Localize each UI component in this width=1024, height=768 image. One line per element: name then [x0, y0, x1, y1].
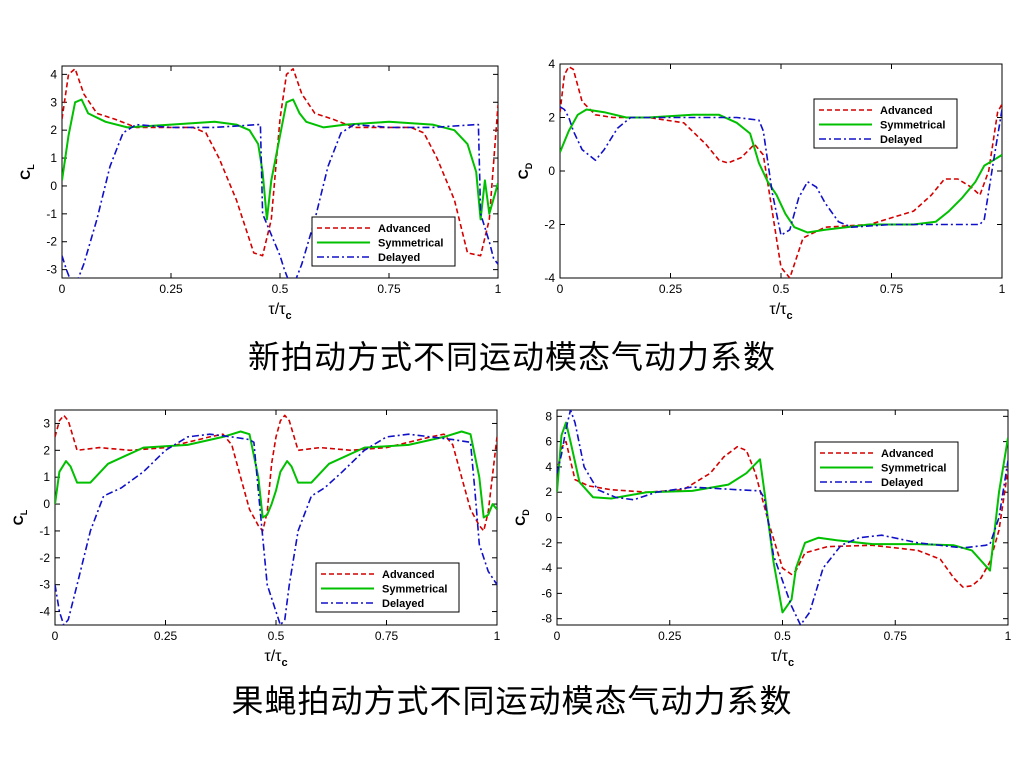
- x-tick-label: 0: [554, 629, 561, 643]
- x-tick-label: 0.75: [375, 629, 399, 643]
- x-tick-label: 0.5: [774, 629, 791, 643]
- x-axis-label: τ/τc: [268, 301, 291, 322]
- legend-label: Delayed: [880, 134, 922, 146]
- series-line-symmetrical: [557, 421, 1008, 614]
- y-tick-label: 3: [50, 95, 57, 109]
- x-tick-label: 0.25: [159, 282, 183, 296]
- y-tick-label: 0: [548, 164, 555, 178]
- y-tick-label: 1: [43, 470, 50, 484]
- x-tick-label: 0.25: [658, 629, 682, 643]
- y-tick-label: -4: [541, 561, 552, 575]
- legend: Advanced Symmetrical Delayed: [814, 441, 959, 492]
- x-tick-label: 0.75: [880, 282, 904, 296]
- x-axis-label: τ/τc: [771, 648, 794, 669]
- x-tick-label: 0: [557, 282, 564, 296]
- legend: Advanced Symmetrical Delayed: [813, 98, 958, 149]
- series-line-advanced: [62, 68, 498, 257]
- y-axis-label: CD: [515, 162, 534, 179]
- legend-label: Delayed: [378, 252, 420, 264]
- x-tick-label: 1: [1005, 629, 1012, 643]
- y-tick-label: -3: [46, 263, 57, 277]
- x-tick-label: 1: [494, 629, 501, 643]
- x-tick-label: 0.5: [268, 629, 285, 643]
- x-tick-label: 0.5: [773, 282, 790, 296]
- legend-label: Symmetrical: [382, 584, 447, 596]
- x-tick-label: 0.5: [272, 282, 289, 296]
- legend: Advanced Symmetrical Delayed: [315, 562, 460, 613]
- x-tick-label: 1: [999, 282, 1006, 296]
- caption-top: 新拍动方式不同运动模态气动力系数: [247, 338, 776, 376]
- series-line-delayed: [560, 106, 1002, 236]
- legend-label: Delayed: [382, 598, 424, 610]
- series-line-advanced: [560, 65, 1002, 278]
- legend-label: Symmetrical: [880, 120, 945, 132]
- y-tick-label: -2: [541, 536, 552, 550]
- series-line-delayed: [557, 410, 1008, 625]
- chart-panel-1: 0 0.25 0.5 0.75 1 -4 -2 0 2 4 τ/τc CD Advanced Symmet…: [515, 57, 1006, 322]
- caption-bottom: 果蝇拍动方式不同运动模态气动力系数: [231, 682, 793, 720]
- y-tick-label: 6: [545, 435, 552, 449]
- legend: Advanced Symmetrical Delayed: [311, 216, 456, 267]
- x-tick-label: 0.25: [659, 282, 683, 296]
- y-axis-label: CD: [512, 509, 531, 526]
- y-tick-label: 0: [43, 497, 50, 511]
- series-line-advanced: [55, 414, 497, 532]
- x-axis-label: τ/τc: [264, 648, 287, 669]
- y-tick-label: -2: [39, 551, 50, 565]
- y-tick-label: 2: [43, 443, 50, 457]
- y-tick-label: 4: [545, 460, 552, 474]
- y-tick-label: -2: [544, 218, 555, 232]
- legend-label: Advanced: [880, 105, 933, 117]
- y-tick-label: -2: [46, 235, 57, 249]
- y-tick-label: 4: [548, 57, 555, 71]
- y-axis-label: CL: [17, 164, 36, 180]
- chart-panel-2: 0 0.25 0.5 0.75 1 -4 -3 -2 -1 0 1 2 3 τ/τc CL Advanced S…: [10, 409, 501, 669]
- series-line-symmetrical: [55, 430, 497, 519]
- chart-panel-3: 0 0.25 0.5 0.75 1 -8 -6 -4 -2 0 2 4 6 8 τ/τc CD Advanced…: [512, 409, 1012, 669]
- x-tick-label: 0.25: [154, 629, 178, 643]
- x-tick-label: 0.75: [377, 282, 401, 296]
- x-tick-label: 1: [495, 282, 502, 296]
- y-tick-label: 3: [43, 416, 50, 430]
- y-tick-label: -1: [46, 207, 57, 221]
- y-tick-label: -1: [39, 524, 50, 538]
- x-tick-label: 0: [59, 282, 66, 296]
- y-tick-label: -8: [541, 612, 552, 626]
- legend-label: Delayed: [881, 477, 923, 489]
- legend-label: Advanced: [382, 569, 435, 581]
- y-tick-label: 0: [545, 511, 552, 525]
- y-tick-label: 2: [50, 123, 57, 137]
- y-tick-label: -4: [544, 271, 555, 285]
- legend-label: Symmetrical: [378, 238, 443, 250]
- x-tick-label: 0: [52, 629, 59, 643]
- series-line-delayed: [55, 433, 497, 625]
- series-line-symmetrical: [560, 108, 1002, 234]
- y-tick-label: -3: [39, 578, 50, 592]
- x-tick-label: 0.75: [884, 629, 908, 643]
- legend-label: Advanced: [378, 223, 431, 235]
- x-axis-label: τ/τc: [769, 301, 792, 322]
- y-tick-label: -4: [39, 605, 50, 619]
- y-tick-label: 2: [545, 485, 552, 499]
- series-line-symmetrical: [62, 98, 498, 221]
- plot-frame: [559, 63, 1003, 279]
- series-line-advanced: [557, 440, 1008, 588]
- y-tick-label: 1: [50, 151, 57, 165]
- y-axis-label: CL: [10, 509, 29, 525]
- y-tick-label: 8: [545, 409, 552, 423]
- chart-panel-0: 0 0.25 0.5 0.75 1 -3 -2 -1 0 1 2 3 4 τ/τc CL Advanced Sy…: [17, 65, 502, 322]
- legend-label: Symmetrical: [881, 463, 946, 475]
- y-tick-label: 4: [50, 67, 57, 81]
- legend-label: Advanced: [881, 448, 934, 460]
- y-tick-label: 0: [50, 179, 57, 193]
- y-tick-label: 2: [548, 111, 555, 125]
- y-tick-label: -6: [541, 586, 552, 600]
